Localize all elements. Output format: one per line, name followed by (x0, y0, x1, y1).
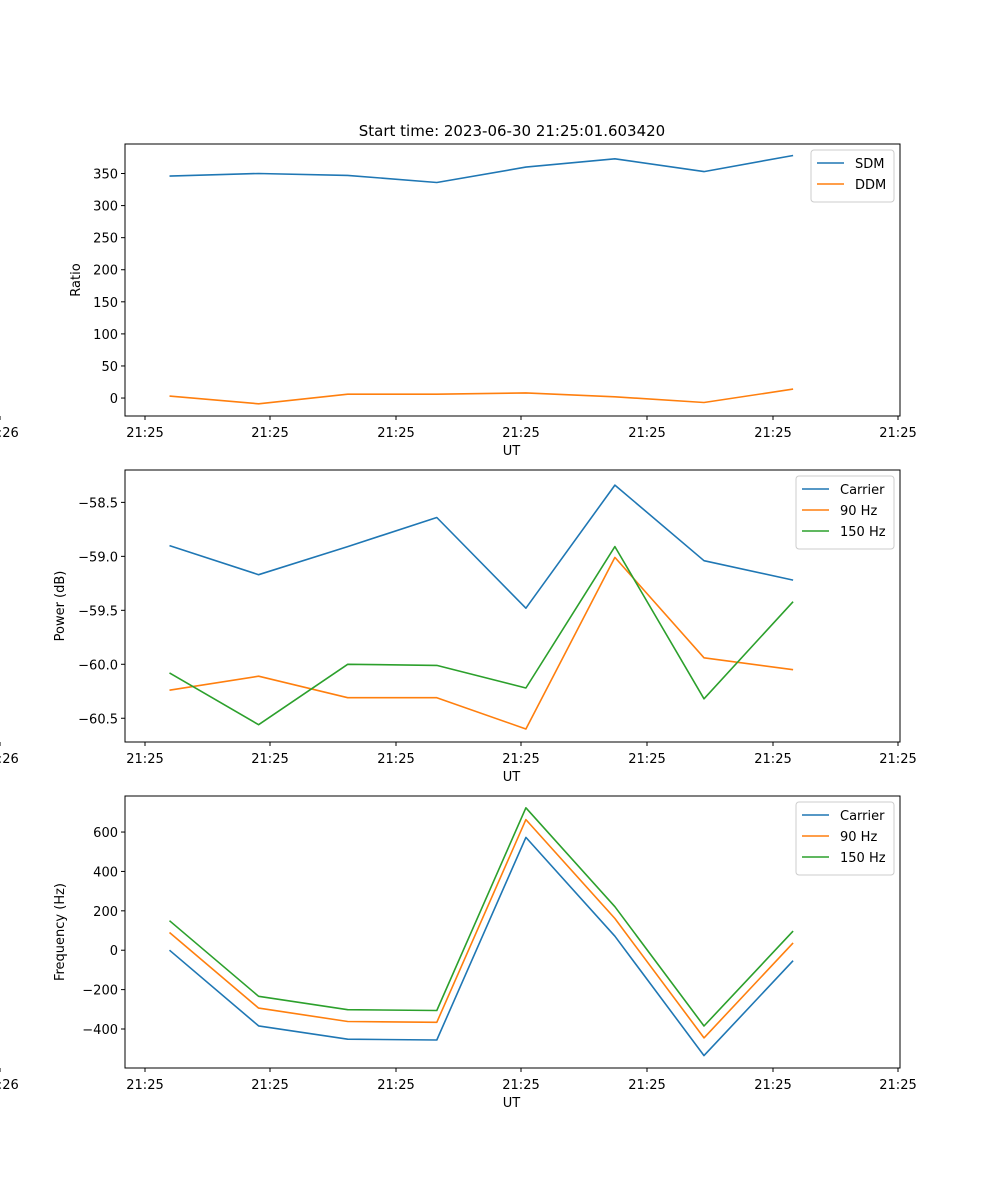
x-tick-label: 21:25 (126, 752, 163, 767)
legend-label: DDM (855, 178, 886, 193)
x-tick-label: 21:25 (879, 1078, 916, 1093)
y-tick-label: −58.5 (78, 496, 118, 511)
x-axis-label: UT (503, 1096, 521, 1111)
series-line-ddm (169, 388, 794, 405)
series-line-150-hz (169, 545, 794, 726)
x-tick-label: 21:25 (377, 426, 414, 441)
legend-label: 150 Hz (840, 525, 886, 540)
x-tick-label: 21:25 (502, 752, 539, 767)
x-tick-label: 21:25 (377, 1078, 414, 1093)
legend-label: SDM (855, 157, 884, 172)
legend: Carrier 90 Hz 150 Hz (795, 475, 895, 550)
y-tick-label: 200 (93, 264, 118, 279)
x-tick-label: 21:26 (0, 426, 19, 441)
y-tick-label: 350 (93, 168, 118, 183)
x-tick-label: 21:25 (628, 426, 665, 441)
legend-label: 90 Hz (840, 504, 877, 519)
legend-label: 90 Hz (840, 830, 877, 845)
x-tick-label: 21:25 (377, 752, 414, 767)
x-tick-label: 21:25 (879, 752, 916, 767)
legend: Carrier 90 Hz 150 Hz (795, 801, 895, 876)
x-tick-label: 21:25 (251, 426, 288, 441)
y-tick-label: −59.5 (78, 604, 118, 619)
y-tick-label: −59.0 (78, 550, 118, 565)
legend: SDM DDM (810, 149, 895, 203)
x-tick-label: 21:26 (0, 1078, 19, 1093)
x-tick-label: 21:25 (754, 1078, 791, 1093)
x-tick-label: 21:26 (0, 752, 19, 767)
legend-label: 150 Hz (840, 851, 886, 866)
y-tick-label: 250 (93, 232, 118, 247)
series-line-sdm (169, 154, 794, 184)
x-tick-label: 21:25 (754, 426, 791, 441)
legend-label: Carrier (840, 809, 885, 824)
y-axis-label: Power (dB) (53, 571, 68, 642)
y-tick-label: −60.0 (78, 658, 118, 673)
y-tick-label: 300 (93, 200, 118, 215)
chart-panel-1: 0 50 100 150 200 250 300 350 21:25 21:25 21:25 21:2… (0, 143, 917, 459)
series-line-90-hz (168, 818, 794, 1039)
plot-frame (124, 795, 901, 1069)
x-tick-label: 21:25 (251, 1078, 288, 1093)
y-tick-label: 150 (93, 296, 118, 311)
y-tick-label: 0 (110, 944, 118, 959)
x-tick-label: 21:25 (126, 426, 163, 441)
x-tick-label: 21:25 (628, 752, 665, 767)
series-line-carrier (168, 836, 794, 1057)
x-tick-label: 21:25 (628, 1078, 665, 1093)
y-axis-label: Ratio (69, 263, 84, 296)
legend-label: Carrier (840, 483, 885, 498)
x-tick-label: 21:25 (251, 752, 288, 767)
y-tick-label: 100 (93, 328, 118, 343)
plot-frame (124, 143, 901, 417)
plot-frame (124, 469, 901, 743)
y-tick-label: 400 (93, 865, 118, 880)
chart-title: Start time: 2023-06-30 21:25:01.603420 (359, 122, 665, 140)
x-axis-label: UT (503, 770, 521, 785)
y-tick-label: −200 (82, 984, 118, 999)
x-tick-label: 21:25 (502, 426, 539, 441)
x-tick-label: 21:25 (754, 752, 791, 767)
y-axis-label: Frequency (Hz) (53, 883, 68, 981)
y-tick-label: −400 (82, 1023, 118, 1038)
chart-panel-3: −400 −200 0 200 400 600 21:25 21:25 21:25 21:25 21… (0, 795, 917, 1111)
chart-panel-2: −60.5 −60.0 −59.5 −59.0 −58.5 21:25 21:25 21:25… (0, 469, 917, 785)
x-tick-label: 21:25 (879, 426, 916, 441)
y-tick-label: −60.5 (78, 712, 118, 727)
x-tick-label: 21:25 (502, 1078, 539, 1093)
y-tick-label: 50 (101, 360, 118, 375)
y-tick-label: 600 (93, 826, 118, 841)
series-line-carrier (169, 484, 794, 610)
series-line-90-hz (169, 556, 794, 730)
x-tick-label: 21:25 (126, 1078, 163, 1093)
y-tick-label: 200 (93, 905, 118, 920)
x-axis-label: UT (503, 444, 521, 459)
y-tick-label: 0 (110, 392, 118, 407)
series-line-150-hz (168, 806, 794, 1027)
